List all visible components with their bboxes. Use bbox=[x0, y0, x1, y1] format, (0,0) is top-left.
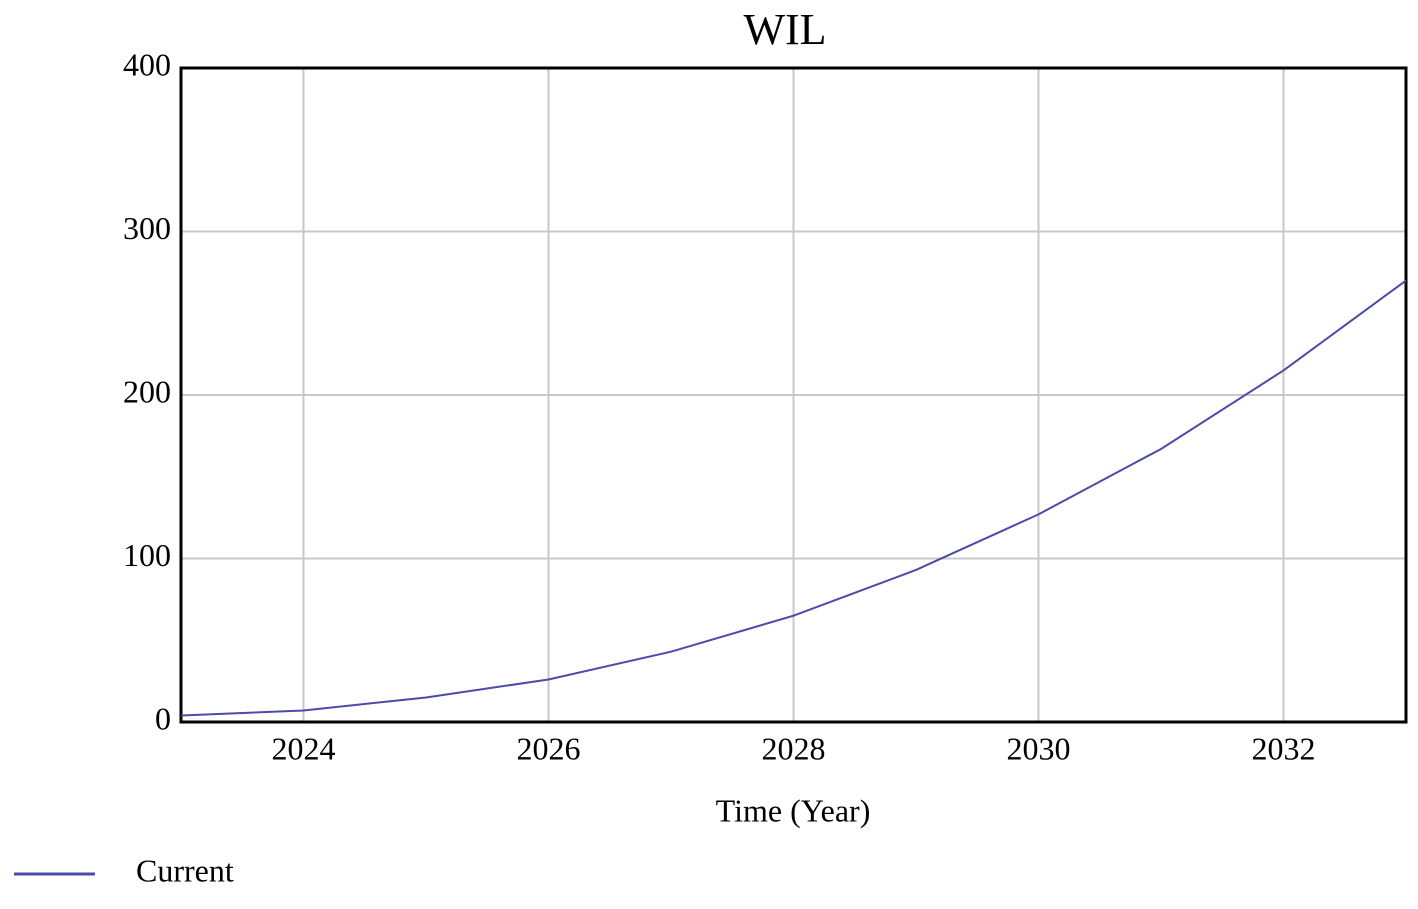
y-tick-label: 200 bbox=[123, 373, 171, 409]
y-tick-label: 400 bbox=[123, 46, 171, 82]
x-tick-label: 2032 bbox=[1252, 730, 1316, 766]
x-axis-label: Time (Year) bbox=[716, 792, 871, 828]
y-tick-label: 100 bbox=[123, 537, 171, 573]
x-tick-label: 2024 bbox=[272, 730, 336, 766]
x-tick-label: 2028 bbox=[762, 730, 826, 766]
series-line bbox=[180, 279, 1407, 717]
plot-border bbox=[179, 66, 1408, 724]
x-tick-label: 2030 bbox=[1007, 730, 1071, 766]
chart-title: WIL bbox=[743, 5, 826, 54]
x-tick-label: 2026 bbox=[517, 730, 581, 766]
legend-label: Current bbox=[136, 852, 234, 888]
y-tick-label: 300 bbox=[123, 210, 171, 246]
y-tick-label: 0 bbox=[155, 700, 171, 736]
